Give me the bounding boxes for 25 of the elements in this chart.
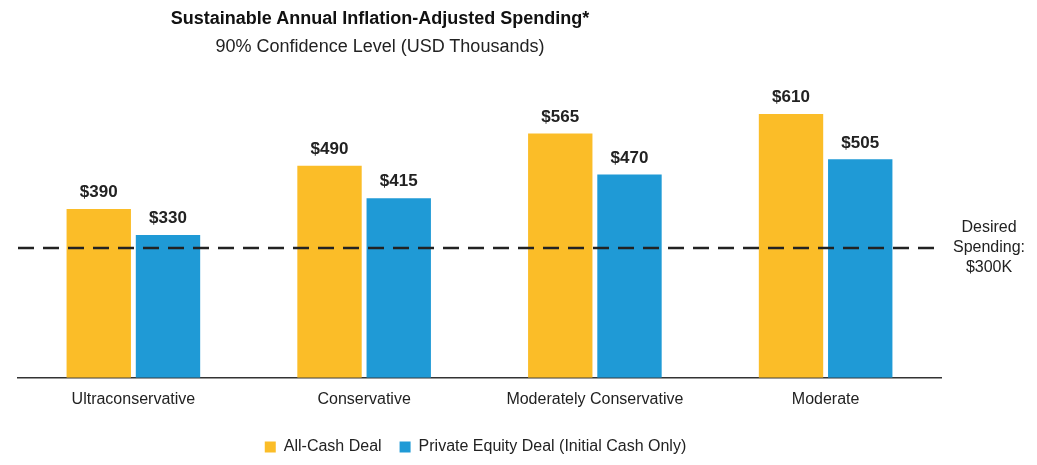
- legend-label: All-Cash Deal: [283, 437, 382, 455]
- chart-title: Sustainable Annual Inflation-Adjusted Spending*: [169, 8, 591, 29]
- bar: [828, 159, 893, 378]
- x-tick-label: Conservative: [317, 389, 411, 407]
- x-tick-label: Ultraconservative: [71, 389, 196, 407]
- ref-line-label: Desired Spending: $300K: [952, 218, 1026, 276]
- data-label: $330: [149, 208, 187, 228]
- data-label: $415: [379, 171, 418, 191]
- data-label: $490: [310, 139, 349, 159]
- data-label: $610: [772, 87, 810, 107]
- chart-subtitle: 90% Confidence Level (USD Thousands): [214, 36, 546, 57]
- bar: [135, 235, 201, 378]
- data-label: $470: [610, 147, 649, 167]
- data-label: $565: [541, 106, 580, 126]
- bar: [528, 133, 593, 378]
- data-label: $505: [841, 132, 880, 152]
- bar: [297, 165, 362, 378]
- x-tick-label: Moderate: [791, 389, 860, 407]
- legend-label: Private Equity Deal (Initial Cash Only): [418, 437, 687, 455]
- bar: [597, 174, 662, 378]
- bar: [66, 209, 131, 378]
- bar: [758, 113, 824, 378]
- bar: [366, 198, 431, 378]
- x-tick-label: Moderately Conservative: [506, 389, 684, 407]
- data-label: $390: [79, 182, 118, 202]
